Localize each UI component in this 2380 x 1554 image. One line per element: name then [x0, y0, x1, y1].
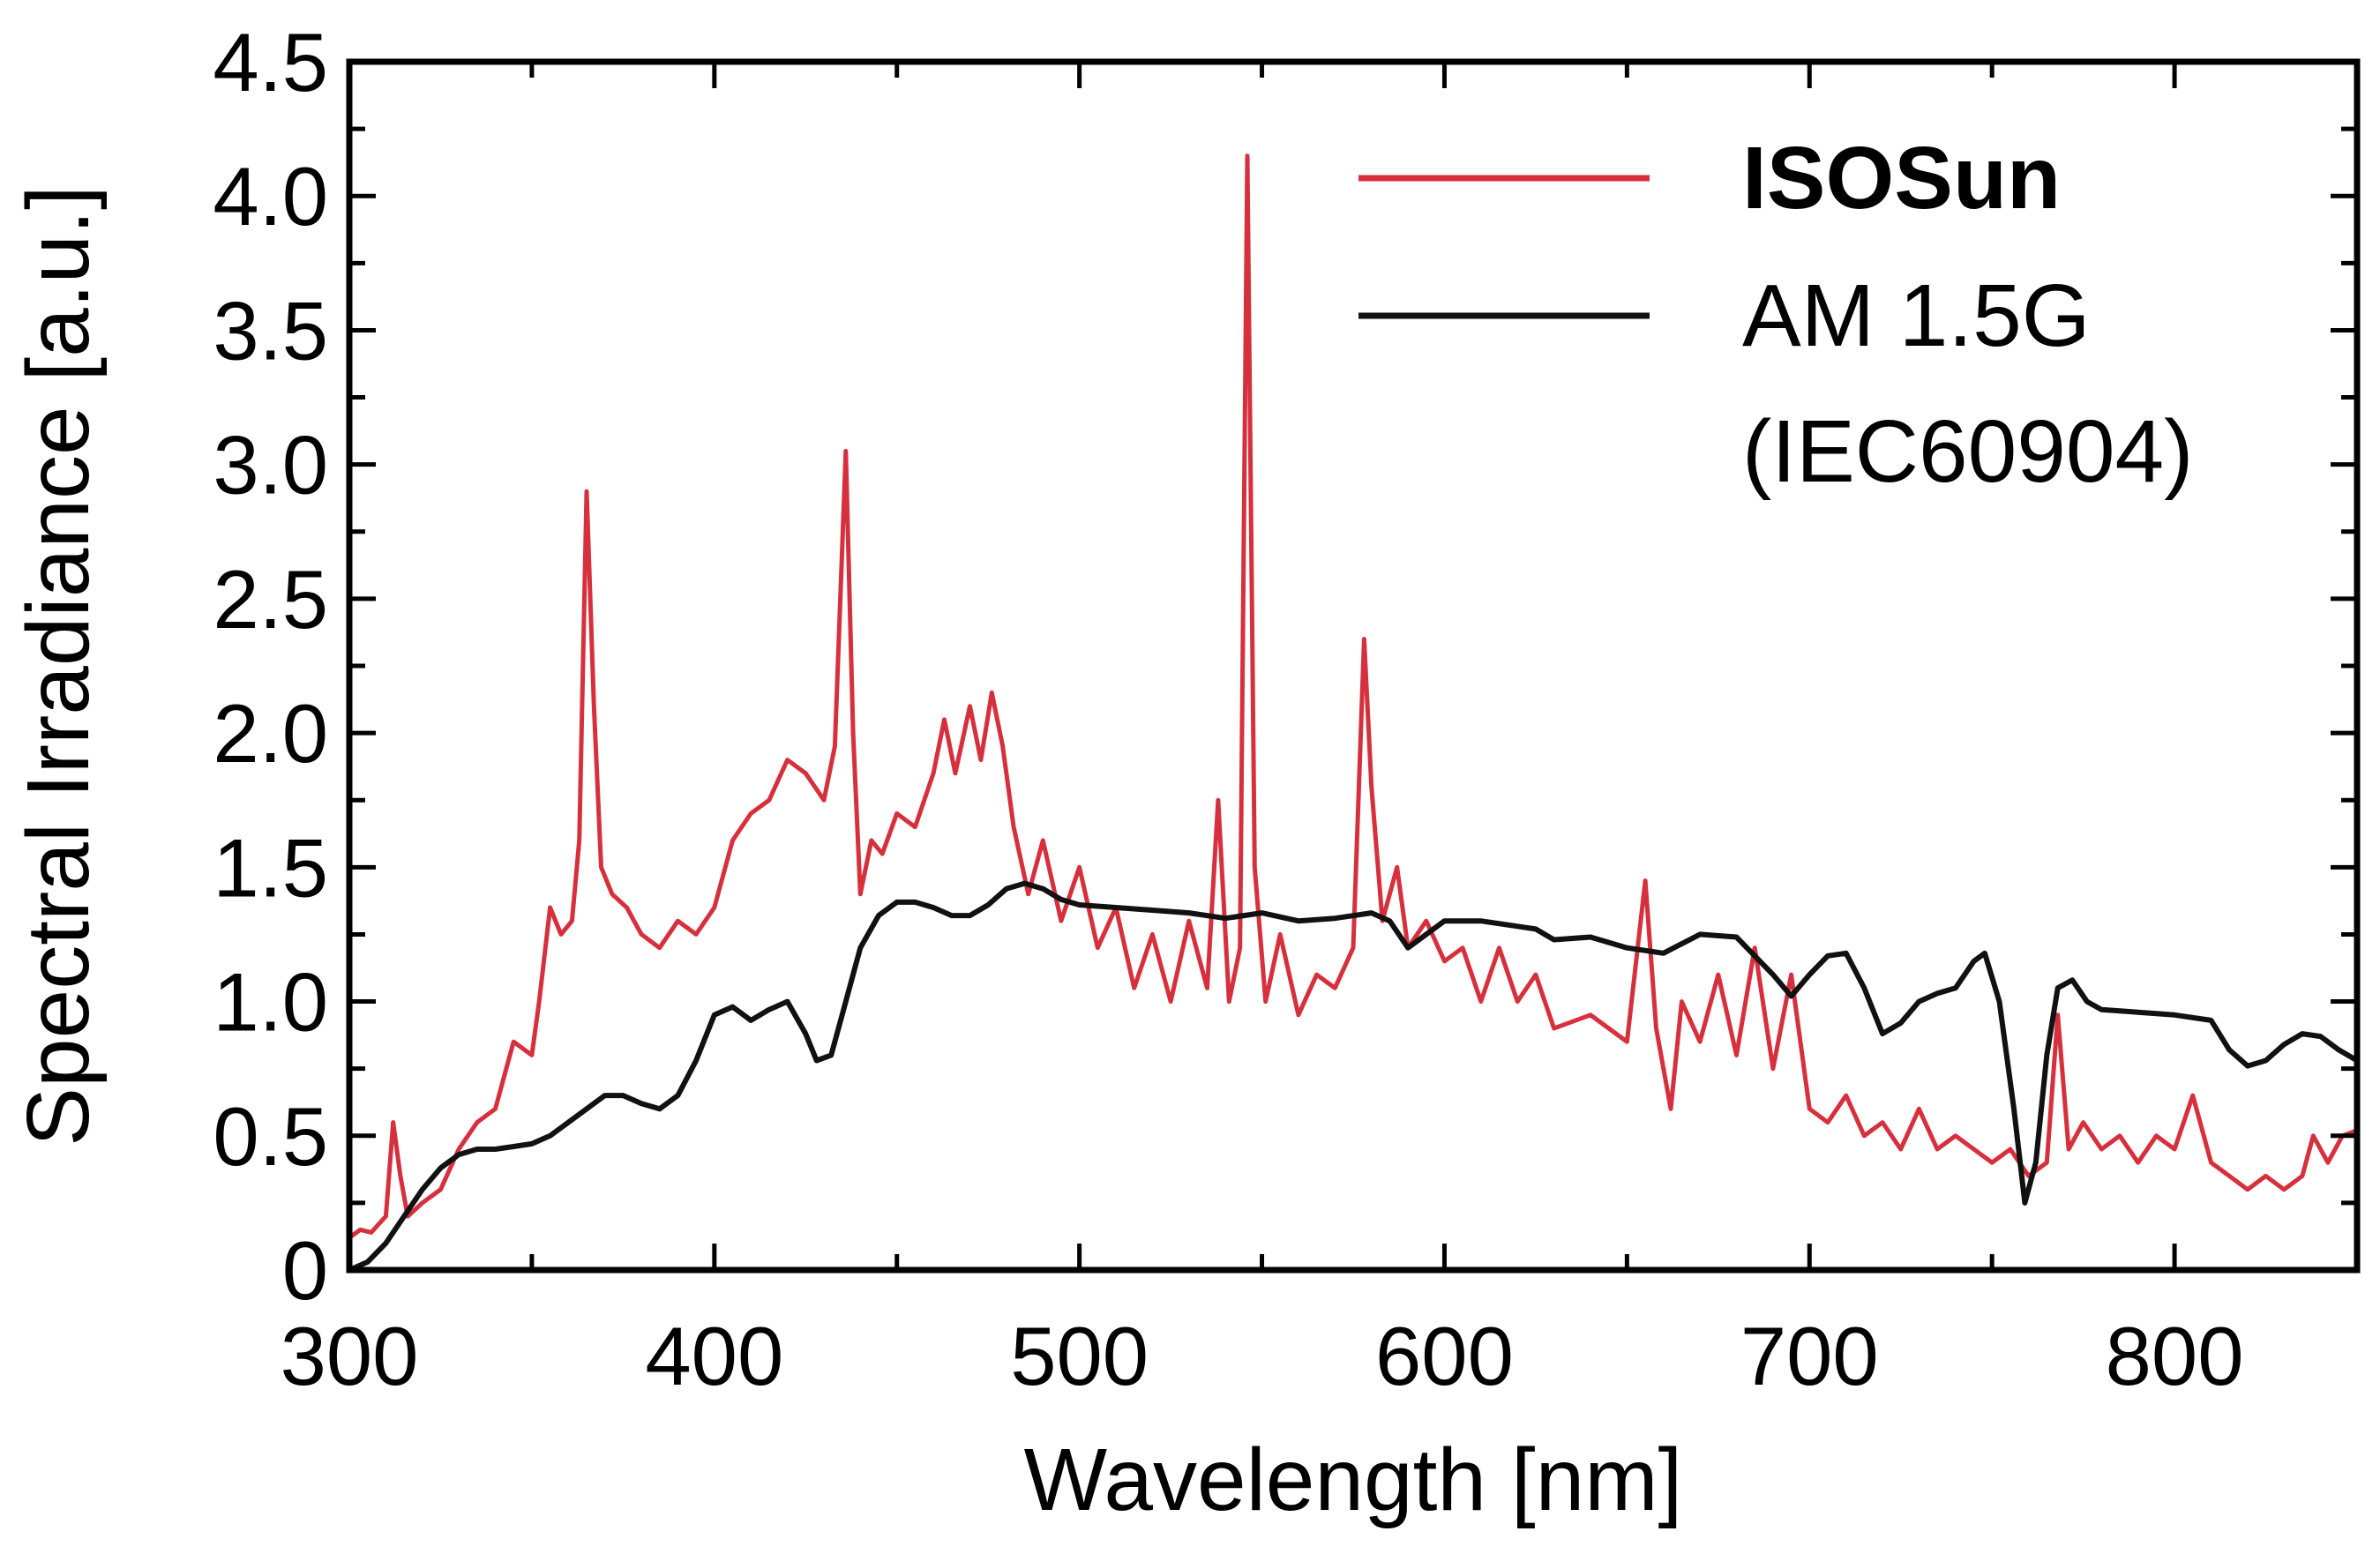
- legend-label-iec60904: (IEC60904): [1742, 402, 2193, 501]
- x-tick-label: 400: [645, 1310, 783, 1402]
- y-tick-label: 1.5: [213, 821, 328, 914]
- axis-ticks: [347, 59, 2360, 1273]
- y-tick-labels: 0 0.5 1.0 1.5 2.0 2.5 3.0 3.5 4.0 4.5: [213, 16, 328, 1317]
- y-tick-label: 0.5: [213, 1090, 328, 1183]
- y-tick-label: 2.5: [213, 553, 328, 646]
- x-axis-title: Wavelength [nm]: [1024, 1431, 1683, 1529]
- legend-label-isosun: ISOSun: [1742, 129, 2061, 228]
- legend-label-am15g: AM 1.5G: [1742, 266, 2091, 365]
- x-tick-label: 700: [1740, 1310, 1879, 1402]
- x-tick-label: 300: [281, 1310, 419, 1402]
- y-tick-label: 3.0: [213, 419, 328, 512]
- y-axis-title: Spectral Irradiance [a.u.]: [9, 185, 108, 1146]
- y-tick-label: 4.0: [213, 150, 328, 243]
- plot-frame: [346, 58, 2361, 1274]
- x-tick-label: 500: [1010, 1310, 1149, 1402]
- y-tick-label: 2.0: [213, 687, 328, 780]
- y-tick-label: 3.5: [213, 284, 328, 377]
- y-tick-label: 4.5: [213, 16, 328, 108]
- x-tick-label: 600: [1375, 1310, 1514, 1402]
- series-line-am-1-5g: [349, 880, 2357, 1270]
- series-layer: [349, 153, 2357, 1270]
- x-tick-label: 800: [2106, 1310, 2244, 1402]
- x-tick-labels: 300 400 500 600 700 800: [281, 1310, 2244, 1402]
- y-tick-label: 0: [282, 1224, 328, 1317]
- legend: ISOSun AM 1.5G (IEC60904): [1358, 129, 2193, 501]
- series-line-isosun: [349, 153, 2357, 1240]
- y-tick-label: 1.0: [213, 956, 328, 1049]
